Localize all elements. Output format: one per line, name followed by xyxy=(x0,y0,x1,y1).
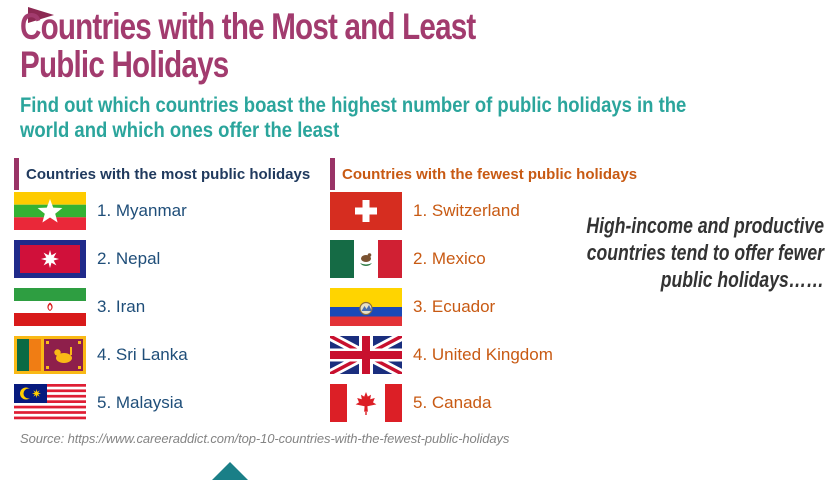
fewest-holidays-column: Countries with the fewest public holiday… xyxy=(330,158,637,432)
list-item: 2. Nepal xyxy=(14,240,310,278)
accent-bar xyxy=(14,158,19,190)
country-label: 3. Ecuador xyxy=(413,297,496,316)
list-item: 3. Ecuador xyxy=(330,288,637,326)
source-citation: Source: https://www.careeraddict.com/top… xyxy=(20,431,510,446)
most-holidays-header-label: Countries with the most public holidays xyxy=(26,165,311,183)
list-item: 5. Canada xyxy=(330,384,637,422)
flag-canada-icon xyxy=(330,384,402,422)
country-label: 3. Iran xyxy=(97,297,146,316)
subtitle-line-1: Find out which countries boast the highe… xyxy=(20,94,687,117)
annotation-note: High-income and productive countries tend… xyxy=(552,212,824,293)
country-label: 1. Myanmar xyxy=(97,201,187,220)
list-item: 1. Myanmar xyxy=(14,192,310,230)
list-item: 5. Malaysia xyxy=(14,384,310,422)
flag-mexico-icon xyxy=(330,240,402,278)
fewest-holidays-list: 1. Switzerland 2. Mexico 3. Ecuador 4. Unit… xyxy=(330,192,637,422)
note-line-1: High-income and productive xyxy=(586,213,824,238)
title-line-1: Countries with the Most and Least xyxy=(20,6,476,47)
flag-united-kingdom-icon xyxy=(330,336,402,374)
country-label: 2. Mexico xyxy=(413,249,486,268)
country-label: 5. Canada xyxy=(413,393,492,412)
page-title: Countries with the Most and Least Public … xyxy=(20,6,476,85)
list-item: 4. United Kingdom xyxy=(330,336,637,374)
country-label: 5. Malaysia xyxy=(97,393,183,412)
country-label: 4. Sri Lanka xyxy=(97,345,188,364)
most-holidays-header: Countries with the most public holidays xyxy=(14,158,310,190)
corner-accent-triangle-top xyxy=(28,7,54,23)
flag-malaysia-icon xyxy=(14,384,86,422)
note-line-2: countries tend to offer fewer xyxy=(586,240,824,265)
flag-nepal-icon xyxy=(14,240,86,278)
fewest-holidays-header-label: Countries with the fewest public holiday… xyxy=(342,165,638,183)
corner-accent-triangle-bottom xyxy=(212,462,248,480)
list-item: 1. Switzerland xyxy=(330,192,637,230)
subtitle-line-2: world and which ones offer the least xyxy=(20,119,340,142)
flag-myanmar-icon xyxy=(14,192,86,230)
most-holidays-list: 1. Myanmar 2. Nepal 3. Iran 4. Sri Lanka 5. … xyxy=(14,192,310,422)
country-label: 2. Nepal xyxy=(97,249,161,268)
title-line-2: Public Holidays xyxy=(20,44,229,85)
note-line-3: public holidays…… xyxy=(660,267,824,292)
most-holidays-column: Countries with the most public holidays … xyxy=(14,158,310,432)
list-item: 3. Iran xyxy=(14,288,310,326)
fewest-holidays-header: Countries with the fewest public holiday… xyxy=(330,158,637,190)
country-label: 4. United Kingdom xyxy=(413,345,553,364)
accent-bar xyxy=(330,158,335,190)
flag-switzerland-icon xyxy=(330,192,402,230)
list-item: 2. Mexico xyxy=(330,240,637,278)
flag-iran-icon xyxy=(14,288,86,326)
page-subtitle: Find out which countries boast the highe… xyxy=(20,93,686,143)
country-label: 1. Switzerland xyxy=(413,201,520,220)
flag-ecuador-icon xyxy=(330,288,402,326)
flag-sri-lanka-icon xyxy=(14,336,86,374)
list-item: 4. Sri Lanka xyxy=(14,336,310,374)
